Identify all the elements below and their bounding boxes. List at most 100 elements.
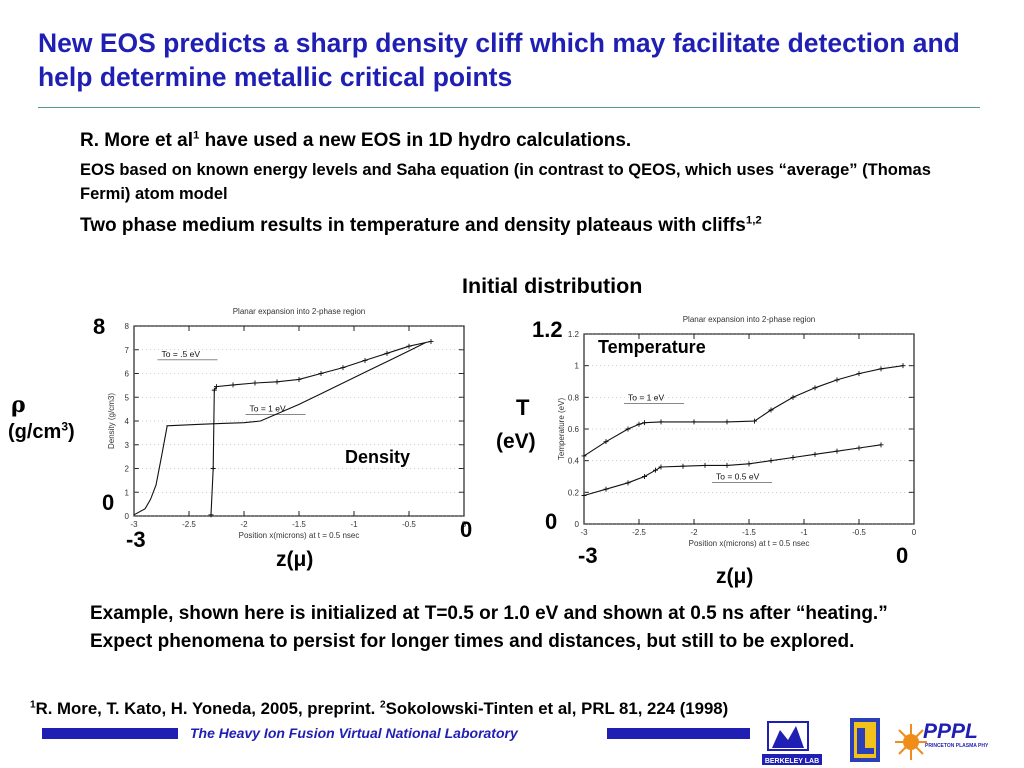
temperature-data-point [625,426,631,432]
density-ytick-label: 4 [125,417,130,426]
bullet-1-rest: have used a new EOS in 1D hydro calculat… [199,130,632,151]
density-xtick-label: -2 [240,520,248,529]
density-data-point [340,365,346,371]
footnote-ref-1: R. More, T. Kato, H. Yoneda, 2005, prepr… [35,699,381,718]
density-xtick-label: -1 [350,520,358,529]
density-yaxis-title: Density (g/cm3) [107,393,116,449]
density-ytick-label: 1 [125,488,130,497]
density-xtick-label: -3 [130,520,138,529]
density-data-point [406,343,412,349]
bullet-1-superscript: 1 [192,129,200,142]
bullet-3-superscript: 1,2 [745,214,762,227]
density-xaxis-title: Position x(microns) at t = 0.5 nsec [239,531,360,540]
temperature-ytick-label: 0.4 [568,457,580,466]
density-ylabel-units: (g/cm3) [8,420,75,444]
temperature-ytick-label: 0 [575,520,580,529]
density-x-right-label: 0 [460,517,473,542]
footnote-sup-2: 2 [380,699,386,711]
density-data-point [208,512,214,518]
temperature-data-point [878,442,884,448]
density-annotation: To = .5 eV [162,349,201,359]
density-ytick-label: 6 [125,370,130,379]
temperature-x-left-label: -3 [578,543,598,568]
temperature-data-point [680,463,686,469]
temperature-xtick-label: -2.5 [632,528,646,537]
pppl-logo-text: PPPL [923,720,978,743]
bullet-1-text: R. More et al [80,130,193,151]
density-ytick-label: 5 [125,393,130,402]
density-x-left-label: -3 [126,527,146,552]
footnote-ref-2: Sokolowski-Tinten et al, PRL 81, 224 (19… [385,699,729,718]
temperature-y-zero-label: 0 [545,509,558,534]
density-data-point [210,466,216,471]
density-data-point [362,357,368,363]
temperature-data-point [702,462,708,468]
temperature-ylabel-t: T [516,395,530,420]
density-data-point [296,376,302,382]
temperature-xtick-label: -1 [800,528,808,537]
temperature-data-point [658,464,664,470]
temperature-data-point [625,480,631,486]
density-series-line [210,340,432,515]
berkeley-lab-logo: BERKELEY LAB [762,721,822,765]
density-data-point [428,338,434,344]
density-xtick-label: 0 [462,520,467,529]
temperature-xtick-label: 0 [912,528,917,537]
temperature-xtick-label: -3 [580,528,588,537]
temperature-data-point [581,493,587,498]
temperature-xtick-label: -1.5 [742,528,756,537]
temperature-data-point [581,453,587,459]
temperature-data-point [653,467,658,473]
temperature-y-top-label: 1.2 [532,317,563,342]
footer-bar-left [42,728,178,739]
density-ylabel-rho: ρ [11,392,26,418]
footnote: 1R. More, T. Kato, H. Yoneda, 2005, prep… [30,699,1010,719]
temperature-yaxis-title: Temperature (eV) [557,398,566,461]
footer-bar-right [607,728,750,739]
density-data-point [252,380,258,386]
temperature-data-point [642,474,647,479]
temperature-panel-label: Temperature [598,337,706,357]
bullet-3: Two phase medium results in temperature … [80,212,960,239]
density-xlabel: z(μ) [276,548,314,571]
density-data-point [384,350,390,356]
density-y-top-label: 8 [93,314,106,339]
density-plot: 0 1 2 3 4 5 6 7 8 -3 -2.5 -2 -1.5 -1 -0.5 0 Planar expan… [107,307,467,540]
bullet-3-text: Two phase medium results in temperature … [80,215,746,236]
density-ylabel-units-text: (g/cm [8,421,62,443]
slide-title: New EOS predicts a sharp density cliff w… [38,28,960,92]
temperature-data-point [658,419,664,425]
temperature-data-point [900,363,906,369]
temperature-data-point [768,407,774,413]
footer-text: The Heavy Ion Fusion Virtual National La… [190,725,518,741]
temperature-ytick-label: 0.8 [568,393,580,402]
temperature-data-point [642,420,647,426]
pppl-logo-subtitle: PRINCETON PLASMA PHYSICS LABORATORY [925,743,988,749]
temperature-annotation: To = 1 eV [628,393,664,403]
density-data-point [318,371,324,376]
density-title: Planar expansion into 2-phase region [233,307,366,316]
pppl-sunburst-icon [895,724,927,760]
temperature-x-right-label: 0 [896,543,909,568]
temperature-data-point [878,366,884,372]
temperature-series-line [583,365,904,457]
temperature-data-point [636,421,642,427]
density-xtick-label: -0.5 [402,520,416,529]
density-data-point [274,379,280,385]
berkeley-lab-logo-text: BERKELEY LAB [765,758,819,765]
temperature-series-line [583,444,882,497]
temperature-data-point [790,455,796,460]
temperature-data-point [856,371,862,377]
temperature-data-point [603,439,609,445]
temperature-data-point [834,377,840,383]
density-ytick-label: 8 [125,322,130,331]
density-annotation: To = 1 eV [250,404,286,414]
temperature-data-point [812,451,818,457]
temperature-data-point [834,448,840,454]
title-divider [38,107,980,108]
temperature-ytick-label: 1.2 [568,330,580,339]
temperature-data-point [603,486,609,492]
temperature-data-point [724,419,730,425]
temperature-annotation: To = 0.5 eV [716,472,760,482]
initial-distribution-label: Initial distribution [462,274,643,298]
